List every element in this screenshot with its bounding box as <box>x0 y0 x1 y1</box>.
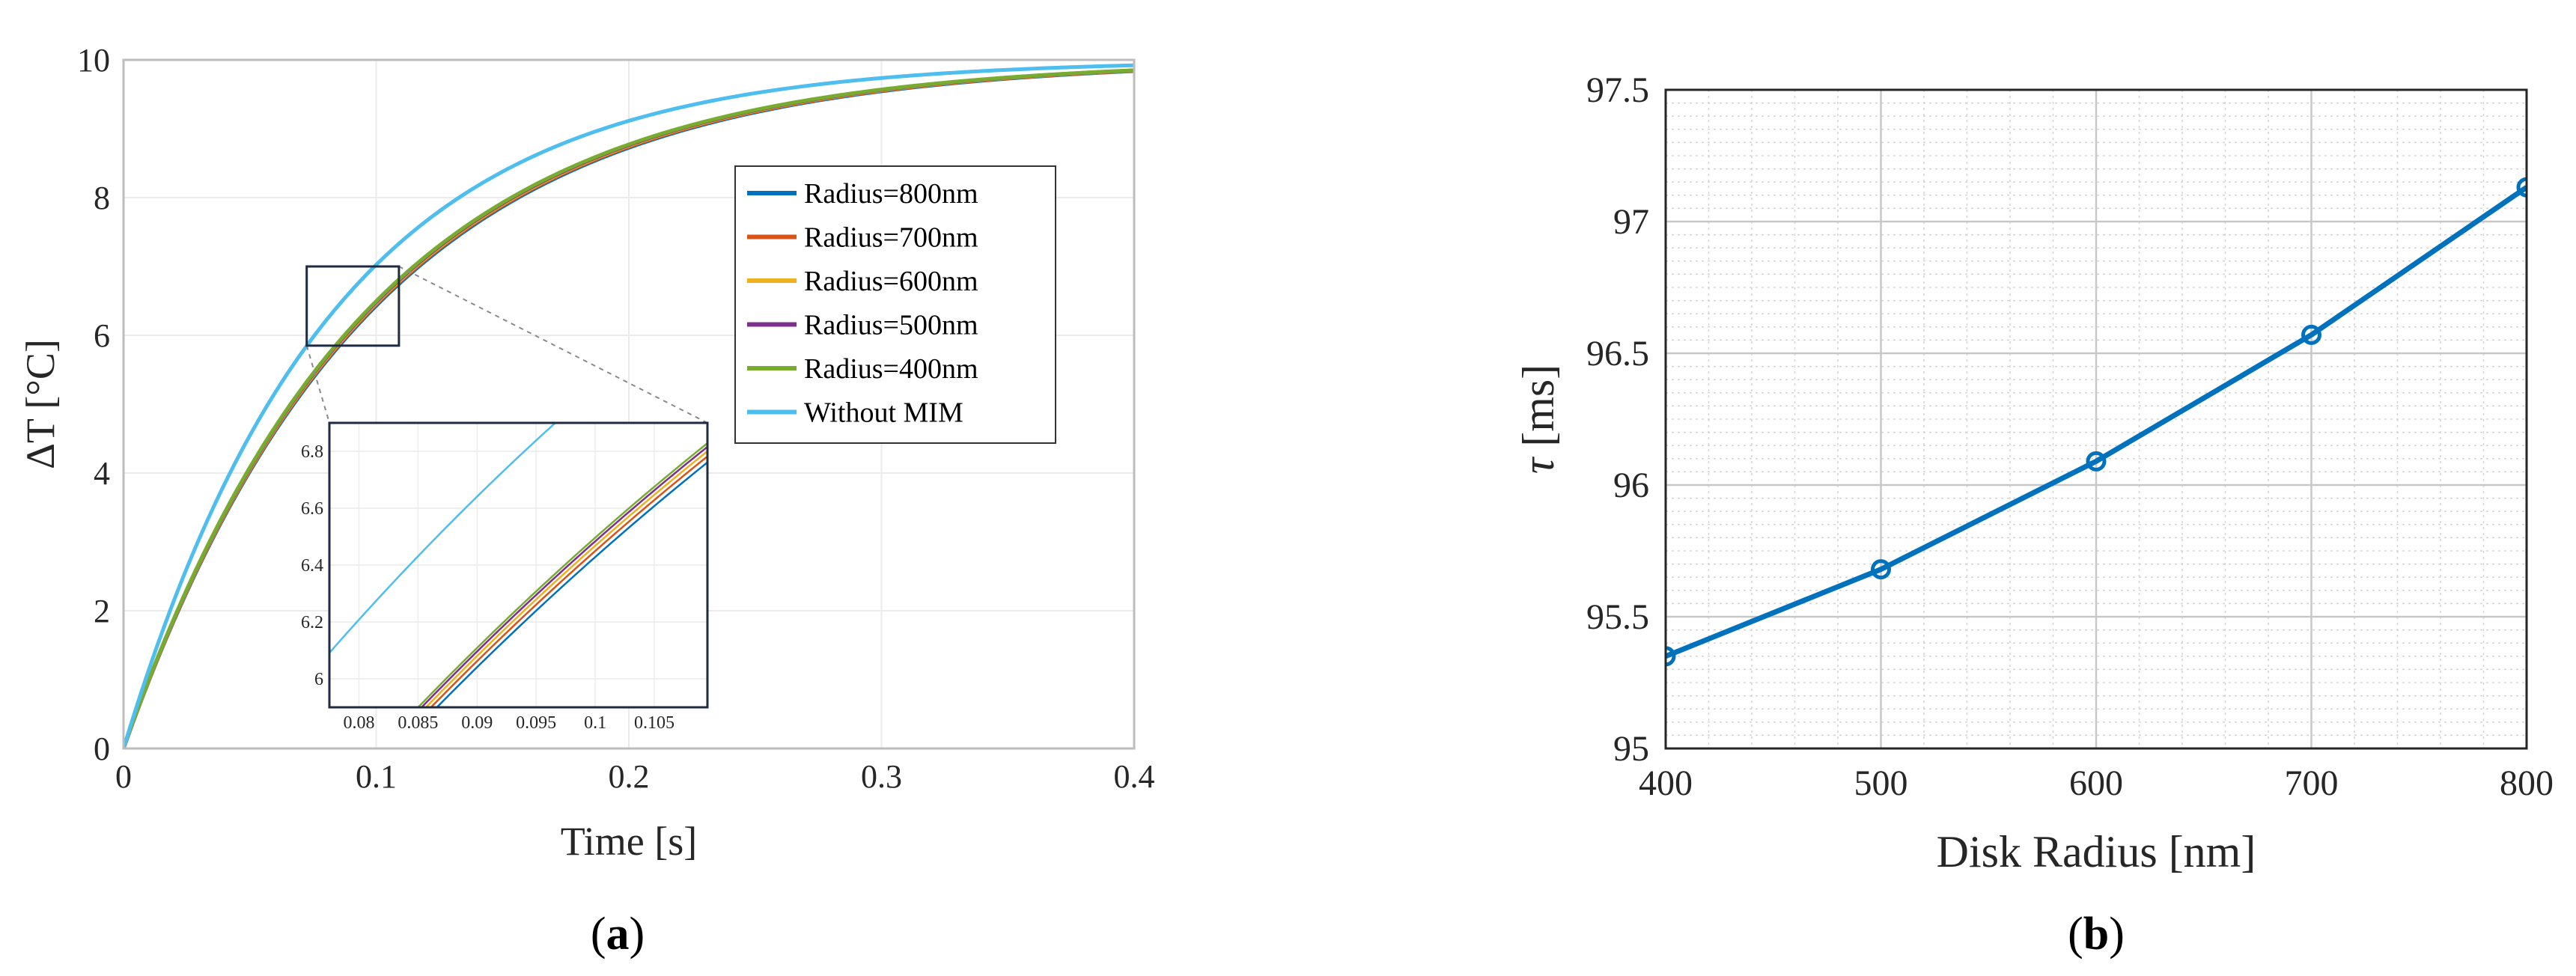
series-line-Without MIM <box>124 63 1134 748</box>
legend-label: Radius=600nm <box>804 266 978 297</box>
series-lines-b <box>1666 177 2527 667</box>
y-tick-label: 95 <box>1613 729 1649 769</box>
y-tick-label: 0 <box>94 731 110 767</box>
y-tick-label: 8 <box>94 180 110 216</box>
legend-a: Radius=800nm Radius=700nm Radius=600nm Radi… <box>734 165 1056 444</box>
inset-x-tick-label: 0.095 <box>516 713 556 733</box>
x-tick-label: 0.3 <box>861 758 902 795</box>
legend-label: Radius=500nm <box>804 310 978 341</box>
y-tick-label: 4 <box>94 455 110 492</box>
panel-label-b: (b) <box>2068 909 2125 960</box>
y-tick-label: 2 <box>94 593 110 629</box>
inset-series-line-Radius=800nm <box>435 461 707 707</box>
x-tick-label: 0.2 <box>609 758 650 795</box>
data-point <box>2086 451 2107 472</box>
axes-frame-b <box>1664 88 2528 750</box>
inset-y-tick-label: 6 <box>314 670 323 689</box>
inset-series-lines <box>329 423 707 707</box>
series-lines-a <box>124 63 1134 748</box>
legend-label: Without MIM <box>804 397 963 429</box>
y-axis-label-a: ΔT [°C] <box>18 339 63 469</box>
legend-label: Radius=700nm <box>804 222 978 254</box>
data-point <box>2301 324 2321 345</box>
x-tick-label: 0 <box>115 758 132 795</box>
zoom-connector-left <box>305 345 330 424</box>
inset-tick-labels: 0.08 0.085 0.09 0.095 0.1 0.105 6 6.2 6.4 6.6 6.8 <box>301 442 675 733</box>
inset-series-line-Radius=400nm <box>416 442 707 707</box>
y-tick-label: 96 <box>1613 466 1649 505</box>
inset-frame <box>328 421 709 709</box>
y-axis-label-symbol: τ <box>1514 456 1563 474</box>
y-tick-label: 97.5 <box>1586 70 1649 110</box>
data-point <box>1871 559 1891 580</box>
x-tick-label: 0.1 <box>356 758 397 795</box>
y-tick-label: 96.5 <box>1586 334 1649 373</box>
series-line-tau <box>1666 185 2527 659</box>
x-tick-label: 500 <box>1854 763 1908 803</box>
inset-series-line-Radius=500nm <box>420 445 707 707</box>
x-axis-label-b: Disk Radius [nm] <box>1937 827 2256 876</box>
legend-box <box>734 165 1056 444</box>
inset-y-tick-label: 6.2 <box>301 613 323 632</box>
inset-y-tick-label: 6.6 <box>301 499 323 519</box>
zoom-indicator <box>305 265 708 424</box>
series-line-Radius=400nm <box>124 68 1134 748</box>
inset-x-tick-label: 0.1 <box>584 713 606 733</box>
data-point <box>2516 177 2527 198</box>
data-point <box>1666 646 1676 667</box>
y-tick-label: 6 <box>94 317 110 354</box>
tick-labels-a: 0 0.1 0.2 0.3 0.4 0 2 4 6 8 10 <box>77 42 1155 795</box>
x-axis-label-a: Time [s] <box>561 819 698 864</box>
inset-y-tick-label: 6.4 <box>301 556 323 576</box>
inset-series-line-Radius=700nm <box>429 455 707 707</box>
x-tick-label: 800 <box>2500 763 2554 803</box>
zoom-connector-right <box>398 266 708 424</box>
x-tick-label: 0.4 <box>1114 758 1155 795</box>
tick-labels-b: 400 500 600 700 800 95 95.5 96 96.5 97 97.5 <box>1586 70 2554 803</box>
y-axis-label-unit: [ms] <box>1514 365 1563 458</box>
panel-label-a: (a) <box>591 909 645 960</box>
y-tick-label: 97 <box>1613 202 1649 242</box>
inset-x-tick-label: 0.085 <box>398 713 438 733</box>
inset-x-tick-label: 0.08 <box>343 713 374 733</box>
x-tick-label: 400 <box>1639 763 1693 803</box>
inset-x-tick-label: 0.105 <box>634 713 675 733</box>
inset-chart: 0.08 0.085 0.09 0.095 0.1 0.105 6 6.2 6.4 6.6 6.8 <box>301 421 709 733</box>
inset-y-tick-label: 6.8 <box>301 442 323 462</box>
x-tick-label: 700 <box>2285 763 2339 803</box>
chart-b: 400 500 600 700 800 95 95.5 96 96.5 97 97.5 Disk R… <box>1514 70 2554 960</box>
inset-series-line-Without MIM <box>329 423 557 654</box>
inset-x-tick-label: 0.09 <box>461 713 493 733</box>
y-axis-label-b: τ [ms] <box>1514 365 1563 474</box>
axes-frame-a <box>122 58 1136 750</box>
x-tick-label: 600 <box>2069 763 2123 803</box>
legend-label: Radius=400nm <box>804 353 978 385</box>
y-tick-label: 10 <box>77 42 110 79</box>
inset-series-line-Radius=600nm <box>424 450 707 707</box>
chart-a: 0 0.1 0.2 0.3 0.4 0 2 4 6 8 10 Time [s] ΔT [°C] 0.… <box>18 42 1155 960</box>
zoom-box <box>305 265 401 347</box>
legend-label: Radius=800nm <box>804 178 978 210</box>
y-tick-label: 95.5 <box>1586 597 1649 637</box>
